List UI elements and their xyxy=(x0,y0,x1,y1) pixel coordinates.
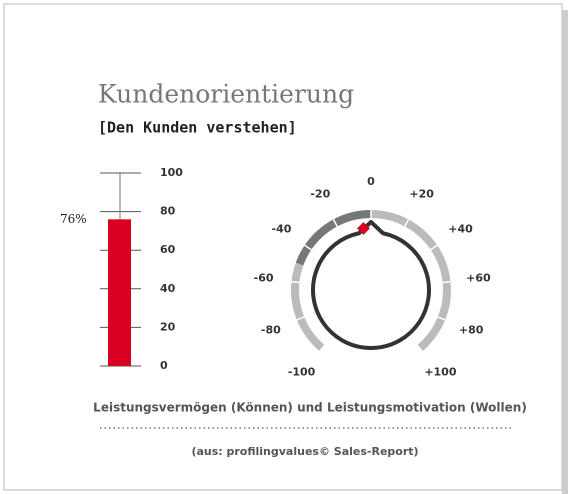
gauge-tick-label: -80 xyxy=(261,323,281,336)
gauge-tick xyxy=(429,244,439,251)
gauge-tick xyxy=(295,315,306,322)
gauge-tick-label: -60 xyxy=(254,272,274,285)
y-tick-label: 40 xyxy=(160,282,176,295)
value-label: 76% xyxy=(60,212,87,226)
title: Kundenorientierung xyxy=(98,80,354,109)
subtitle: [Den Kunden verstehen] xyxy=(98,119,297,137)
y-tick-label: 80 xyxy=(160,205,176,218)
gauge-tick xyxy=(403,218,410,228)
frame xyxy=(3,3,563,491)
y-tick-label: 60 xyxy=(160,243,176,256)
gauge-tick xyxy=(290,280,301,284)
gauge-tick-label: +80 xyxy=(459,323,484,336)
frame-shadow xyxy=(562,10,568,494)
gauge-tick-label: +100 xyxy=(424,366,457,379)
gauge-tick xyxy=(332,218,339,228)
gauge-ring xyxy=(311,220,431,350)
gauge-tick-label: 0 xyxy=(367,175,375,188)
caption: Leistungsvermögen (Können) und Leistungs… xyxy=(93,401,527,415)
gauge-tick xyxy=(318,343,326,353)
y-tick-label: 100 xyxy=(160,166,183,179)
gauge-tick-label: +20 xyxy=(409,188,434,201)
gauge-tick xyxy=(436,315,447,322)
gauge-tick xyxy=(416,343,424,353)
gauge-tick-label: -20 xyxy=(310,188,330,201)
gauge-marker xyxy=(357,222,370,235)
gauge-tick-label: +60 xyxy=(466,272,491,285)
bar xyxy=(108,219,131,366)
source: (aus: profilingvalues© Sales-Report) xyxy=(191,445,418,458)
gauge-tick xyxy=(303,244,313,251)
gauge-band-dark xyxy=(295,210,372,266)
gauge-tick-label: -100 xyxy=(288,366,316,379)
y-tick-label: 20 xyxy=(160,320,176,333)
gauge-tick xyxy=(441,280,452,284)
gauge-tick-label: -40 xyxy=(272,223,292,236)
y-tick-label: 0 xyxy=(160,359,168,372)
gauge-tick-label: +40 xyxy=(448,223,473,236)
